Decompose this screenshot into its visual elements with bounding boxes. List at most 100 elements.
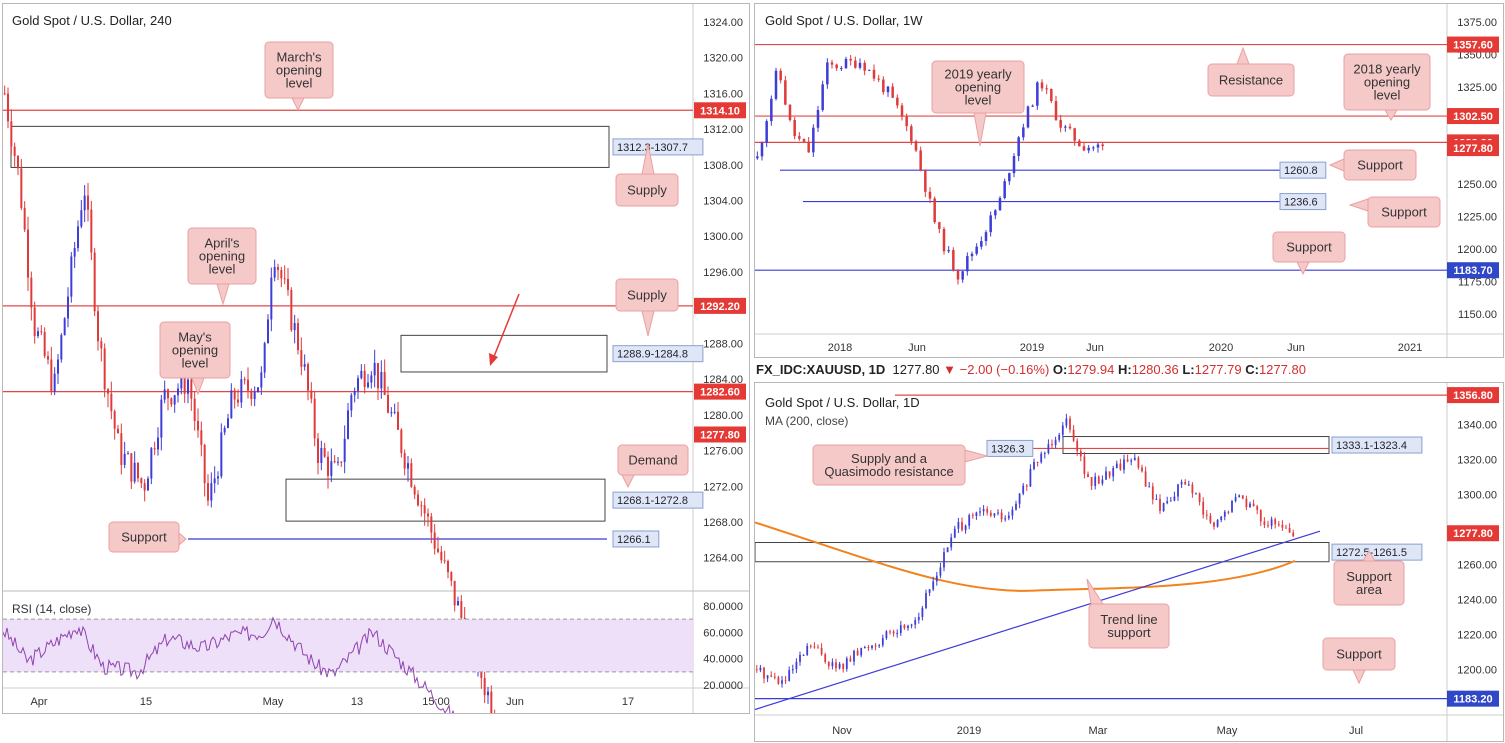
- candle: [413, 486, 416, 495]
- support-level-label-text: 1266.1: [617, 534, 651, 546]
- price-tag: [1447, 690, 1499, 707]
- candle: [120, 433, 123, 465]
- x-tick: Mar: [1089, 725, 1108, 737]
- candle: [863, 62, 866, 71]
- chart-daily-canvas[interactable]: 1340.001320.001300.001280.001260.001240.…: [755, 383, 1503, 741]
- candle: [777, 677, 780, 684]
- candle: [1072, 429, 1075, 441]
- callout-pointer: [1296, 261, 1310, 276]
- chart-weekly-canvas[interactable]: 1375.001350.001325.001300.001275.001250.…: [755, 4, 1503, 357]
- candle: [921, 608, 924, 617]
- price-tag: [1447, 262, 1499, 279]
- candle: [1029, 468, 1032, 487]
- candle: [1288, 528, 1291, 533]
- candle: [90, 209, 93, 253]
- x-tick: 17: [622, 696, 634, 708]
- candle: [756, 156, 759, 159]
- candle: [407, 463, 409, 469]
- y-tick: 1272.00: [703, 481, 743, 493]
- callout-text: Resistance: [1219, 73, 1283, 88]
- callout-text: Trend line: [1100, 612, 1157, 627]
- candle: [957, 521, 960, 529]
- callout-text: Support: [1381, 205, 1427, 220]
- callout-text: Support: [121, 530, 167, 545]
- candle: [874, 645, 877, 647]
- candle: [1281, 524, 1284, 528]
- chart-panel-daily[interactable]: Gold Spot / U.S. Dollar, 1D MA (200, clo…: [754, 382, 1504, 742]
- chart-4h-canvas[interactable]: 1324.00 1320.00 1316.00 1312.00 1308.00 1304.…: [3, 4, 749, 713]
- candle: [1162, 503, 1165, 511]
- candle: [984, 232, 988, 242]
- callout-support: Support: [108, 521, 187, 553]
- candle: [390, 412, 393, 414]
- candle: [779, 70, 782, 81]
- candle: [830, 62, 834, 65]
- candle: [939, 567, 942, 576]
- callout-pointer: [964, 449, 989, 463]
- candle: [882, 79, 885, 93]
- candle: [903, 625, 906, 629]
- candle: [200, 430, 203, 445]
- candle: [153, 448, 156, 450]
- candle: [1231, 501, 1233, 512]
- candle: [1008, 173, 1011, 182]
- candle: [975, 246, 978, 254]
- price-tag: [694, 297, 746, 314]
- candle: [886, 86, 890, 93]
- candle: [1087, 147, 1090, 151]
- x-tick: May: [1217, 725, 1238, 737]
- chart-panel-weekly[interactable]: Gold Spot / U.S. Dollar, 1W 1375.00 1350.…: [754, 3, 1504, 358]
- candle: [1256, 506, 1259, 510]
- candle: [1285, 527, 1287, 529]
- candle: [20, 168, 23, 208]
- x-tick: 15: [140, 696, 152, 708]
- candle: [387, 394, 389, 413]
- candle: [237, 399, 239, 403]
- candle: [971, 515, 974, 517]
- candle: [853, 650, 855, 662]
- price-tag-label: 1302.50: [1453, 111, 1493, 123]
- y-tick: 1240.00: [1457, 594, 1497, 606]
- candle: [964, 525, 967, 531]
- candle: [892, 631, 895, 634]
- level-label: [1279, 161, 1327, 179]
- candle: [784, 80, 787, 105]
- x-tick: Jun: [506, 696, 524, 708]
- candle: [770, 675, 773, 677]
- candle: [73, 248, 76, 257]
- x-tick: 13: [351, 696, 363, 708]
- candle: [397, 411, 399, 430]
- candle: [423, 505, 426, 514]
- candle: [826, 62, 829, 85]
- zone-box: [1062, 436, 1330, 455]
- y-tick: 1300.00: [703, 231, 743, 243]
- candle: [838, 663, 841, 669]
- candle: [1069, 418, 1071, 430]
- candle: [1173, 496, 1176, 501]
- candle: [1223, 511, 1226, 517]
- low-value: 1277.79: [1194, 362, 1242, 377]
- callout-box: [1367, 196, 1441, 228]
- candle: [83, 195, 86, 211]
- x-tick: 2018: [828, 342, 852, 354]
- callout-box: [1207, 63, 1295, 97]
- candle: [858, 62, 862, 68]
- candle: [1216, 520, 1219, 527]
- candle: [143, 483, 146, 491]
- candle: [393, 411, 396, 413]
- chart-panel-4h[interactable]: Gold Spot / U.S. Dollar, 240 1324.00 1320…: [2, 3, 750, 714]
- candle: [277, 266, 279, 271]
- candle: [297, 323, 299, 351]
- candle: [287, 278, 289, 291]
- callout-text: Supply: [627, 183, 667, 198]
- candle: [989, 215, 992, 233]
- y-tick: 1312.00: [703, 124, 743, 136]
- candle: [989, 512, 992, 516]
- candle: [961, 271, 964, 280]
- x-tick: 2020: [1209, 342, 1233, 354]
- callout-support: Support: [1272, 231, 1346, 276]
- candle: [952, 250, 955, 270]
